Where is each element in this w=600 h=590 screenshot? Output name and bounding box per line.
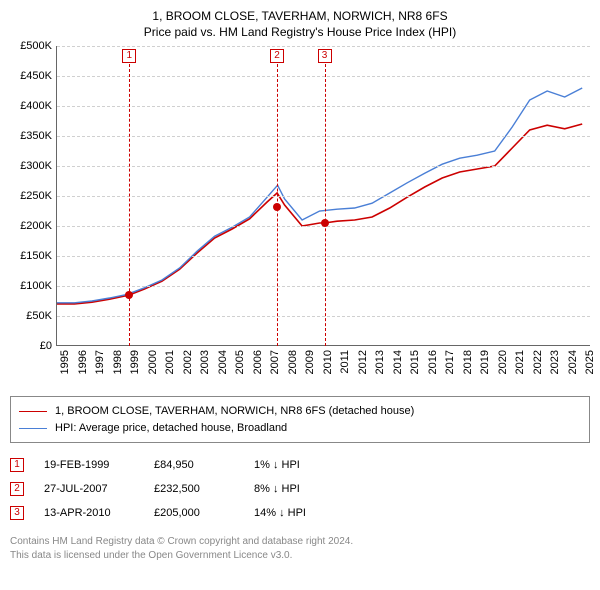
x-tick-label: 2017 (444, 350, 456, 374)
x-tick-label: 2004 (217, 350, 229, 374)
sale-box: 3 (10, 506, 24, 520)
y-tick-label: £150K (20, 250, 52, 262)
y-tick-label: £200K (20, 220, 52, 232)
sale-date: 19-FEB-1999 (44, 459, 134, 471)
x-tick-label: 2025 (584, 350, 596, 374)
x-tick-label: 2012 (357, 350, 369, 374)
legend-label: 1, BROOM CLOSE, TAVERHAM, NORWICH, NR8 6… (55, 403, 414, 420)
sale-pct: 1% ↓ HPI (254, 459, 354, 471)
x-tick-label: 2001 (164, 350, 176, 374)
sale-box: 2 (10, 482, 24, 496)
plot-area: 1 2 3 (56, 46, 590, 346)
grid-line (57, 106, 590, 107)
x-axis: 1995 1996 1997 1998 1999 2000 2001 2002 2003 2004… (56, 350, 590, 388)
x-tick-label: 2015 (409, 350, 421, 374)
grid-line (57, 76, 590, 77)
y-tick-label: £400K (20, 100, 52, 112)
x-tick-label: 2023 (549, 350, 561, 374)
sale-date: 13-APR-2010 (44, 507, 134, 519)
y-tick-label: £300K (20, 160, 52, 172)
x-tick-label: 1996 (77, 350, 89, 374)
title-line-1: 1, BROOM CLOSE, TAVERHAM, NORWICH, NR8 6… (10, 8, 590, 24)
x-tick-label: 2003 (199, 350, 211, 374)
x-tick-label: 2014 (392, 350, 404, 374)
grid-line (57, 196, 590, 197)
y-tick-label: £250K (20, 190, 52, 202)
x-tick-label: 1997 (94, 350, 106, 374)
grid-line (57, 256, 590, 257)
title-block: 1, BROOM CLOSE, TAVERHAM, NORWICH, NR8 6… (10, 8, 590, 40)
x-tick-label: 2018 (462, 350, 474, 374)
x-tick-label: 2006 (252, 350, 264, 374)
sales-table: 1 19-FEB-1999 £84,950 1% ↓ HPI 2 27-JUL-2007 £… (10, 453, 590, 525)
x-tick-label: 2024 (567, 350, 579, 374)
sale-box: 1 (10, 458, 24, 472)
x-tick-label: 2019 (479, 350, 491, 374)
x-tick-label: 1999 (129, 350, 141, 374)
title-line-2: Price paid vs. HM Land Registry's House … (10, 24, 590, 40)
footer: Contains HM Land Registry data © Crown c… (10, 535, 590, 562)
x-tick-label: 2013 (374, 350, 386, 374)
marker-dot-3 (321, 219, 329, 227)
marker-line-3 (325, 64, 326, 346)
sale-price: £84,950 (154, 459, 234, 471)
x-tick-label: 2022 (532, 350, 544, 374)
series-price_paid (57, 124, 582, 304)
legend-swatch (19, 428, 47, 429)
y-tick-label: £450K (20, 70, 52, 82)
x-tick-label: 2007 (269, 350, 281, 374)
sale-price: £232,500 (154, 483, 234, 495)
legend: 1, BROOM CLOSE, TAVERHAM, NORWICH, NR8 6… (10, 396, 590, 443)
sale-price: £205,000 (154, 507, 234, 519)
sale-row-2: 2 27-JUL-2007 £232,500 8% ↓ HPI (10, 477, 590, 501)
legend-label: HPI: Average price, detached house, Broa… (55, 420, 287, 437)
y-tick-label: £50K (26, 310, 52, 322)
marker-line-1 (129, 64, 130, 346)
y-axis: £0£50K£100K£150K£200K£250K£300K£350K£400… (10, 46, 56, 346)
x-tick-label: 2005 (234, 350, 246, 374)
y-tick-label: £100K (20, 280, 52, 292)
marker-dot-1 (125, 291, 133, 299)
sale-row-3: 3 13-APR-2010 £205,000 14% ↓ HPI (10, 501, 590, 525)
x-tick-label: 2002 (182, 350, 194, 374)
chart-area: £0 £50K £100K £150K £200K £250K £300K £350K £400… (10, 46, 590, 388)
grid-line (57, 316, 590, 317)
x-tick-label: 2016 (427, 350, 439, 374)
x-tick-label: 2020 (497, 350, 509, 374)
legend-row-price_paid: 1, BROOM CLOSE, TAVERHAM, NORWICH, NR8 6… (19, 403, 581, 420)
x-tick-label: 2000 (147, 350, 159, 374)
sale-pct: 14% ↓ HPI (254, 507, 354, 519)
grid-line (57, 46, 590, 47)
legend-row-hpi: HPI: Average price, detached house, Broa… (19, 420, 581, 437)
grid-line (57, 166, 590, 167)
x-tick-label: 1998 (112, 350, 124, 374)
y-tick-label: £0 (40, 340, 52, 352)
y-tick-label: £500K (20, 40, 52, 52)
sale-pct: 8% ↓ HPI (254, 483, 354, 495)
marker-box-3: 3 (318, 49, 332, 63)
footer-line-2: This data is licensed under the Open Gov… (10, 549, 590, 563)
x-tick-label: 2021 (514, 350, 526, 374)
x-tick-label: 2010 (322, 350, 334, 374)
sale-date: 27-JUL-2007 (44, 483, 134, 495)
sale-row-1: 1 19-FEB-1999 £84,950 1% ↓ HPI (10, 453, 590, 477)
x-tick-label: 2008 (287, 350, 299, 374)
marker-box-1: 1 (122, 49, 136, 63)
chart-container: 1, BROOM CLOSE, TAVERHAM, NORWICH, NR8 6… (0, 0, 600, 568)
grid-line (57, 286, 590, 287)
x-tick-label: 1995 (59, 350, 71, 374)
marker-dot-2 (273, 203, 281, 211)
x-tick-label: 2011 (339, 350, 351, 374)
y-tick-label: £350K (20, 130, 52, 142)
legend-swatch (19, 411, 47, 412)
marker-box-2: 2 (270, 49, 284, 63)
x-tick-label: 2009 (304, 350, 316, 374)
footer-line-1: Contains HM Land Registry data © Crown c… (10, 535, 590, 549)
grid-line (57, 136, 590, 137)
